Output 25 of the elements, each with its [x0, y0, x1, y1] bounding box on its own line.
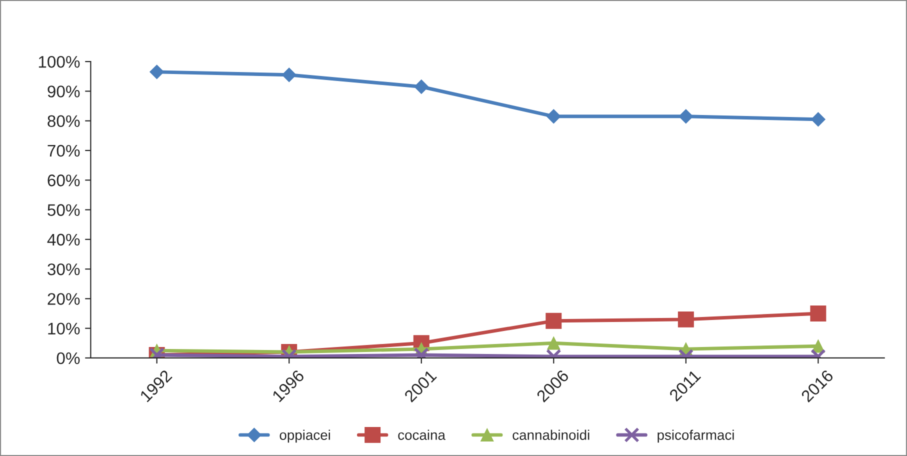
point: [546, 312, 562, 329]
point: [810, 112, 826, 127]
point: [678, 109, 694, 124]
point: [546, 109, 561, 124]
point: [282, 68, 296, 82]
legend-label: oppiacei: [280, 430, 330, 443]
y-tick-label: 0%: [56, 352, 80, 364]
legend-label: cocaina: [398, 430, 446, 440]
point: [150, 64, 164, 80]
point: [678, 311, 694, 328]
point: [547, 336, 560, 350]
y-tick-label: 10%: [48, 322, 80, 335]
y-tick-label: 70%: [48, 144, 80, 157]
y-tick-label: 40%: [47, 234, 80, 246]
y-tick-label: 30%: [48, 263, 80, 276]
y-tick-label: 50%: [48, 204, 80, 216]
y-tick-label: 100%: [38, 56, 80, 68]
point: [810, 306, 826, 322]
y-tick-label: 20%: [48, 293, 80, 305]
y-tick-label: 80%: [48, 115, 80, 128]
y-tick-label: 60%: [48, 174, 80, 186]
legend-label: cannabinoidi: [512, 430, 590, 440]
y-tick-label: 90%: [48, 86, 80, 98]
point: [414, 80, 429, 94]
legend-label: psicofarmaci: [658, 430, 734, 443]
